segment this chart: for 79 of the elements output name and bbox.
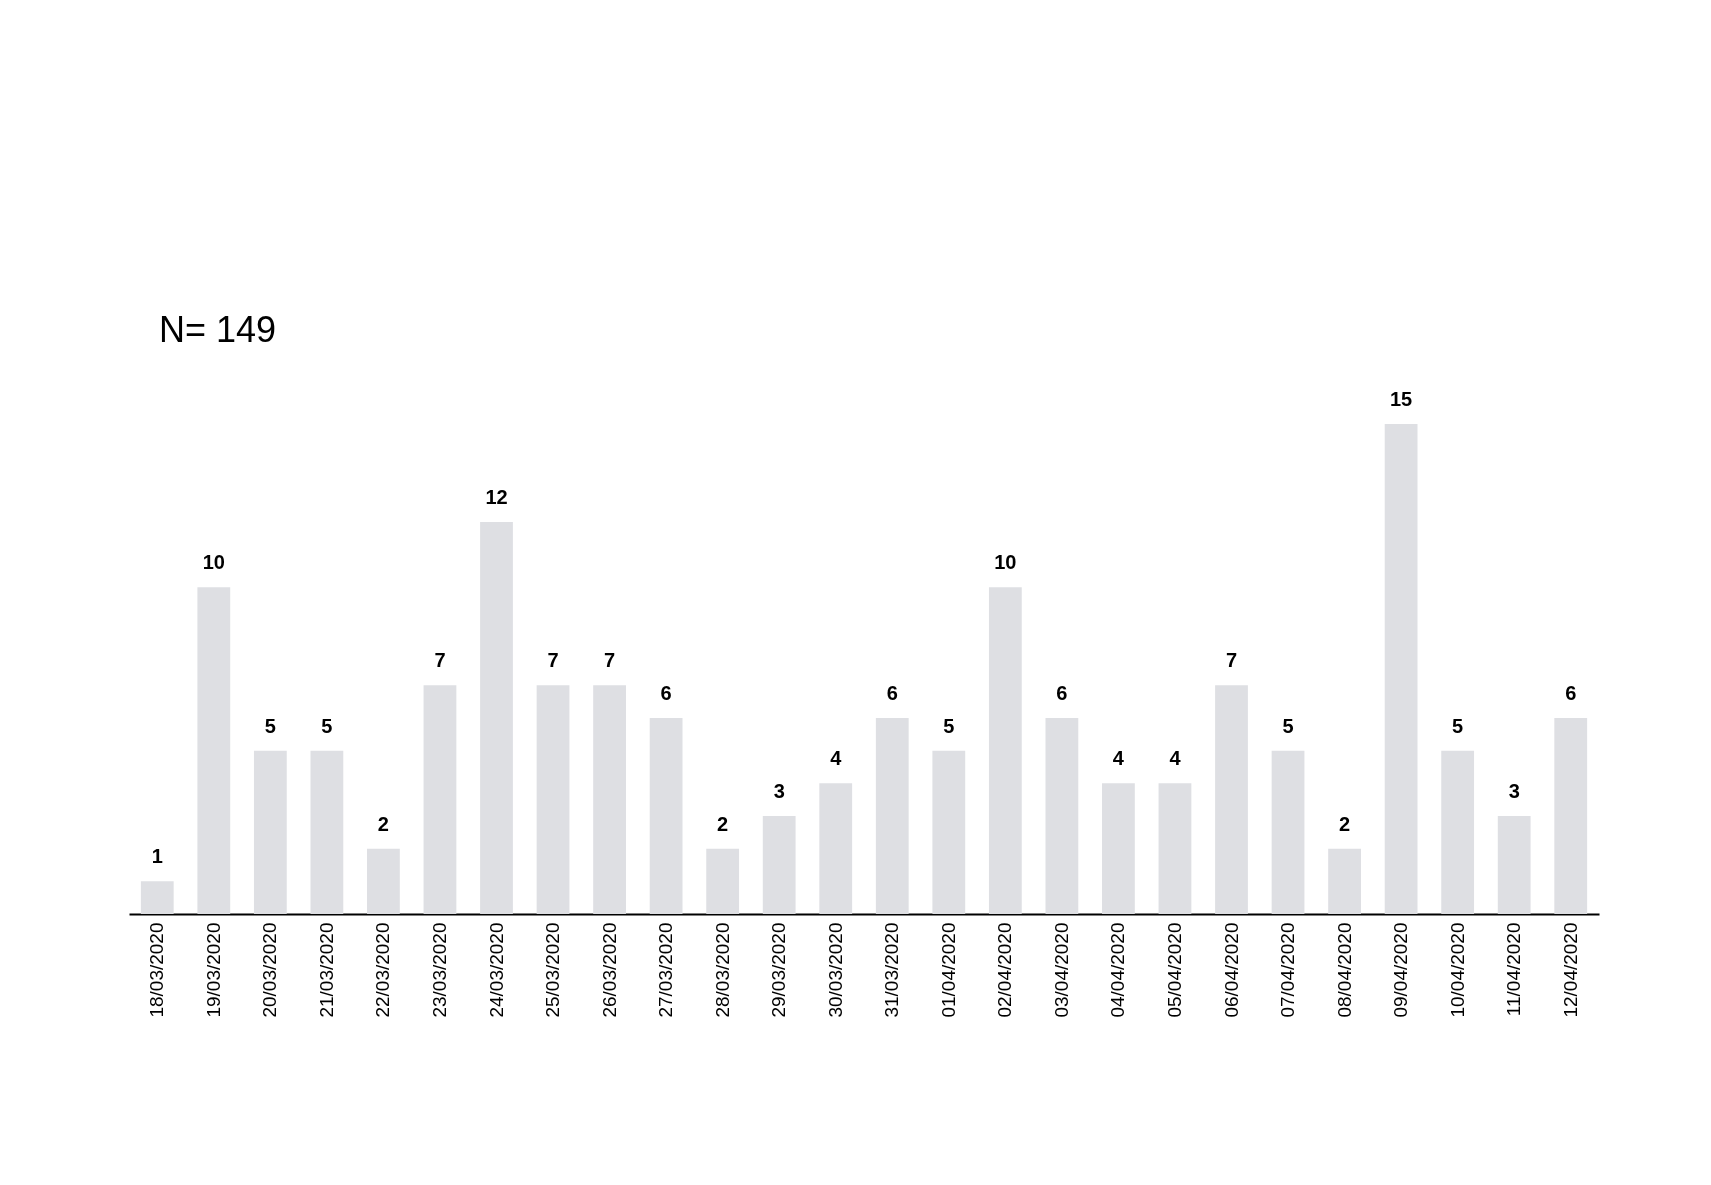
x-tick-label: 10/04/2020 — [1446, 922, 1468, 1018]
data-label: 6 — [886, 682, 898, 704]
bar — [1554, 718, 1588, 914]
data-label: 4 — [1169, 747, 1182, 770]
data-label: 5 — [264, 714, 276, 737]
bar — [932, 750, 966, 914]
bar — [762, 816, 796, 914]
x-tick-label: 20/03/2020 — [259, 922, 281, 1018]
bar — [197, 587, 231, 914]
x-tick-label: 05/04/2020 — [1163, 922, 1185, 1018]
bar — [819, 783, 853, 914]
x-tick-label: 31/03/2020 — [881, 922, 903, 1018]
bar — [1271, 750, 1305, 914]
text: N= 149 — [159, 309, 277, 350]
data-label: 4 — [830, 747, 843, 770]
x-tick-label: 01/04/2020 — [937, 922, 959, 1018]
x-tick-label: 21/03/2020 — [315, 922, 337, 1018]
data-label: 15 — [1389, 388, 1413, 410]
data-label: 2 — [377, 812, 389, 835]
bar — [1441, 750, 1475, 914]
x-tick-label: 12/04/2020 — [1559, 922, 1581, 1018]
data-label: 5 — [943, 714, 955, 737]
x-tick-label: 03/04/2020 — [1050, 922, 1072, 1018]
bar — [480, 522, 513, 914]
bar — [706, 848, 740, 914]
x-tick-label: 29/03/2020 — [768, 922, 790, 1018]
data-label: 6 — [1565, 682, 1577, 704]
bar — [649, 718, 683, 914]
bar — [1328, 848, 1361, 914]
data-label: 7 — [1225, 649, 1238, 672]
data-label: 5 — [1452, 714, 1464, 737]
bar — [1384, 424, 1418, 914]
bar — [367, 848, 400, 914]
data-label: 1 — [151, 845, 163, 868]
bar — [593, 685, 626, 914]
data-label: 3 — [1508, 780, 1520, 802]
data-label: 12 — [485, 486, 508, 508]
data-label: 6 — [660, 682, 672, 704]
x-tick-label: 24/03/2020 — [485, 922, 507, 1018]
x-tick-label: 27/03/2020 — [655, 922, 677, 1018]
x-tick-label: 19/03/2020 — [202, 922, 224, 1018]
bar — [253, 750, 287, 914]
x-tick-label: 18/03/2020 — [146, 922, 168, 1018]
data-label: 6 — [1056, 682, 1068, 704]
data-label: 5 — [1282, 714, 1294, 737]
x-tick-label: 11/04/2020 — [1503, 922, 1525, 1017]
data-label: 2 — [717, 812, 729, 835]
data-label: 10 — [994, 551, 1017, 574]
bar — [1215, 685, 1248, 914]
x-tick-label: 23/03/2020 — [428, 922, 450, 1018]
data-label: 5 — [321, 714, 333, 737]
data-label: 7 — [604, 649, 616, 672]
bar — [1102, 783, 1135, 914]
bar — [536, 685, 570, 914]
x-tick-label: 22/03/2020 — [372, 922, 394, 1018]
bar — [875, 718, 909, 914]
data-label: 2 — [1339, 812, 1351, 835]
x-tick-label: 30/03/2020 — [824, 922, 846, 1018]
bar — [1158, 783, 1192, 914]
x-tick-label: 06/04/2020 — [1220, 922, 1242, 1018]
x-tick-label: 25/03/2020 — [542, 922, 564, 1018]
x-tick-label: 08/04/2020 — [1333, 922, 1355, 1018]
x-tick-label: 28/03/2020 — [711, 922, 733, 1018]
data-label: 4 — [1112, 747, 1125, 770]
bar — [310, 750, 344, 914]
bar — [988, 587, 1022, 914]
x-tick-label: 07/04/2020 — [1277, 922, 1299, 1018]
x-tick-label: 09/04/2020 — [1390, 922, 1412, 1018]
bar — [1045, 718, 1079, 914]
x-tick-label: 02/04/2020 — [994, 922, 1016, 1018]
data-label: 7 — [434, 649, 446, 672]
x-tick-label: 26/03/2020 — [598, 922, 620, 1018]
x-tick-label: 04/04/2020 — [1107, 922, 1129, 1018]
bar — [140, 881, 174, 914]
data-label: 7 — [547, 649, 559, 672]
bar — [423, 685, 457, 914]
data-label: 3 — [773, 780, 785, 802]
bar — [1497, 816, 1531, 914]
data-label: 10 — [202, 551, 225, 574]
